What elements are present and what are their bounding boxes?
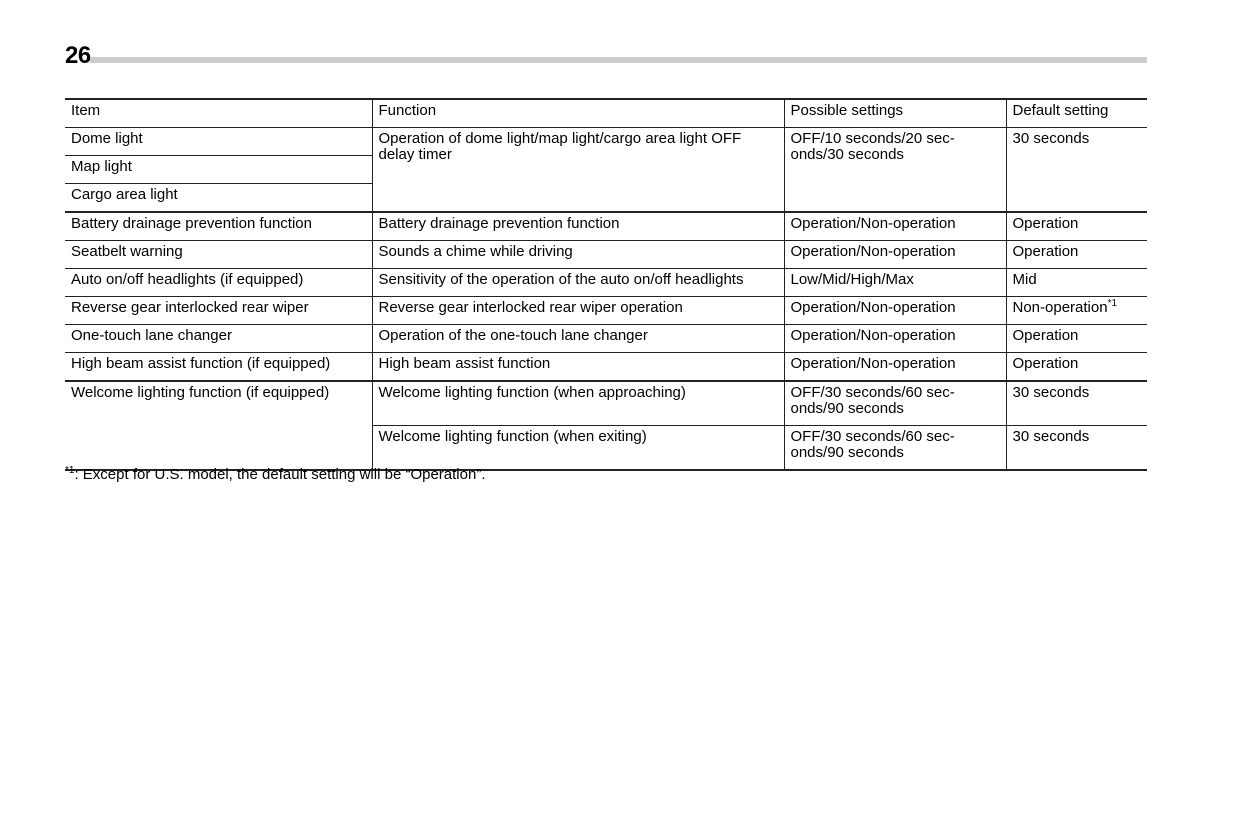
settings-cell: OFF/30 seconds/60 sec- onds/90 seconds [783, 380, 1007, 426]
function-cell: Battery drainage prevention function [371, 211, 785, 241]
header-cell: Possible settings [783, 98, 1007, 128]
header-cell: Function [371, 98, 785, 128]
function-text: Operation of the one-touch lane changer [378, 327, 648, 344]
default-text: Operation [1012, 243, 1079, 260]
table-row: High beam assist function (if equipped) H… [65, 352, 1147, 382]
item-cell: High beam assist function (if equipped) [65, 352, 373, 382]
settings-cell: Operation/Non-operation [783, 240, 1007, 269]
item-cell: Reverse gear interlocked rear wiper [65, 296, 373, 325]
item-cell: Cargo area light [65, 183, 372, 213]
settings-cell: Operation/Non-operation [783, 352, 1007, 382]
function-cell: Operation of dome light/map light/cargo … [371, 127, 785, 213]
header-cell: Default setting [1005, 98, 1147, 128]
settings-text: Operation/Non-operation [790, 215, 956, 232]
function-text: Reverse gear interlocked rear wiper oper… [378, 299, 683, 316]
header-rule [90, 57, 1147, 63]
table-row: Dome light Operation of dome light/map l… [65, 127, 1147, 213]
footnote: *1: Except for U.S. model, the default s… [65, 465, 486, 484]
table-row: Auto on/off headlights (if equipped) Sens… [65, 268, 1147, 297]
function-cell: Sensitivity of the operation of the auto… [371, 268, 785, 297]
page-number: 26 [65, 42, 91, 69]
default-text: Non-operation [1012, 299, 1108, 316]
default-text: Operation [1012, 355, 1079, 372]
table-row: One-touch lane changer Operation of the o… [65, 324, 1147, 353]
settings-cell: Operation/Non-operation [783, 296, 1007, 325]
function-cell: Welcome lighting function (when exiting) [372, 425, 785, 471]
settings-text: Low/Mid/High/Max [790, 271, 914, 288]
default-text: Mid [1012, 271, 1037, 288]
item-cell: Battery drainage prevention function [65, 211, 373, 241]
default-text: Operation [1012, 327, 1079, 344]
default-text: Operation [1012, 215, 1079, 232]
table-row: Welcome lighting function (if equipped) … [65, 380, 1147, 471]
function-text: Sounds a chime while driving [378, 243, 573, 260]
default-cell: Operation [1005, 211, 1147, 241]
table-row: Cargo area light [65, 183, 1147, 213]
function-cell: Reverse gear interlocked rear wiper oper… [371, 296, 785, 325]
table-header-row: Item Function Possible settings Default … [65, 98, 1147, 128]
item-cell: Map light [65, 155, 372, 184]
function-text: Battery drainage prevention function [378, 215, 620, 232]
header-cell: Item [65, 98, 373, 128]
table-row: Welcome lighting function (when exiting)… [65, 425, 1147, 471]
table-row: Battery drainage prevention function Batt… [65, 211, 1147, 241]
default-cell: Non-operation*1 [1005, 296, 1147, 325]
settings-cell: Operation/Non-operation [783, 324, 1007, 353]
function-cell: Sounds a chime while driving [371, 240, 785, 269]
footnote-ref: *1 [1107, 298, 1118, 309]
settings-cell: Operation/Non-operation [783, 211, 1007, 241]
item-text: Battery drainage prevention function [71, 215, 312, 232]
default-cell: 30 seconds [1005, 380, 1147, 426]
item-cell: Dome light [65, 127, 373, 156]
settings-cell: OFF/10 seconds/20 sec- onds/30 seconds [783, 127, 1007, 213]
table-row: Seatbelt warning Sounds a chime while dri… [65, 240, 1147, 269]
item-text: High beam assist function (if equipped) [71, 355, 331, 372]
settings-text: Operation/Non-operation [790, 243, 956, 260]
function-text: Sensitivity of the operation of the auto… [378, 271, 744, 288]
item-cell: Seatbelt warning [65, 240, 373, 269]
default-cell: Operation [1005, 240, 1147, 269]
settings-table: Item Function Possible settings Default … [65, 98, 1147, 471]
settings-text: Operation/Non-operation [790, 355, 956, 372]
default-cell: Operation [1005, 324, 1147, 353]
footnote-text: : Except for U.S. model, the default set… [74, 466, 486, 483]
function-cell: Welcome lighting function (when approach… [371, 380, 785, 426]
footnote-mark: *1 [65, 465, 75, 476]
default-cell: Mid [1005, 268, 1147, 297]
function-cell: Operation of the one-touch lane changer [371, 324, 785, 353]
item-text: One-touch lane changer [71, 327, 232, 344]
item-cell: One-touch lane changer [65, 324, 373, 353]
table-row: Map light [65, 155, 1147, 184]
default-cell: 30 seconds [1005, 425, 1147, 471]
item-cell: Auto on/off headlights (if equipped) [65, 268, 373, 297]
table-row: Reverse gear interlocked rear wiper Rever… [65, 296, 1147, 325]
item-text: Auto on/off headlights (if equipped) [71, 271, 304, 288]
item-text: Reverse gear interlocked rear wiper [71, 299, 309, 316]
default-cell: 30 seconds [1005, 127, 1147, 213]
item-text: Seatbelt warning [71, 243, 183, 260]
default-cell: Operation [1005, 352, 1147, 382]
function-cell: High beam assist function [371, 352, 785, 382]
settings-text: Operation/Non-operation [790, 327, 956, 344]
settings-cell: OFF/30 seconds/60 sec- onds/90 seconds [783, 425, 1007, 471]
settings-text: Operation/Non-operation [790, 299, 956, 316]
item-cell: Welcome lighting function (if equipped) [65, 380, 373, 471]
settings-cell: Low/Mid/High/Max [783, 268, 1007, 297]
function-text: High beam assist function [378, 355, 551, 372]
